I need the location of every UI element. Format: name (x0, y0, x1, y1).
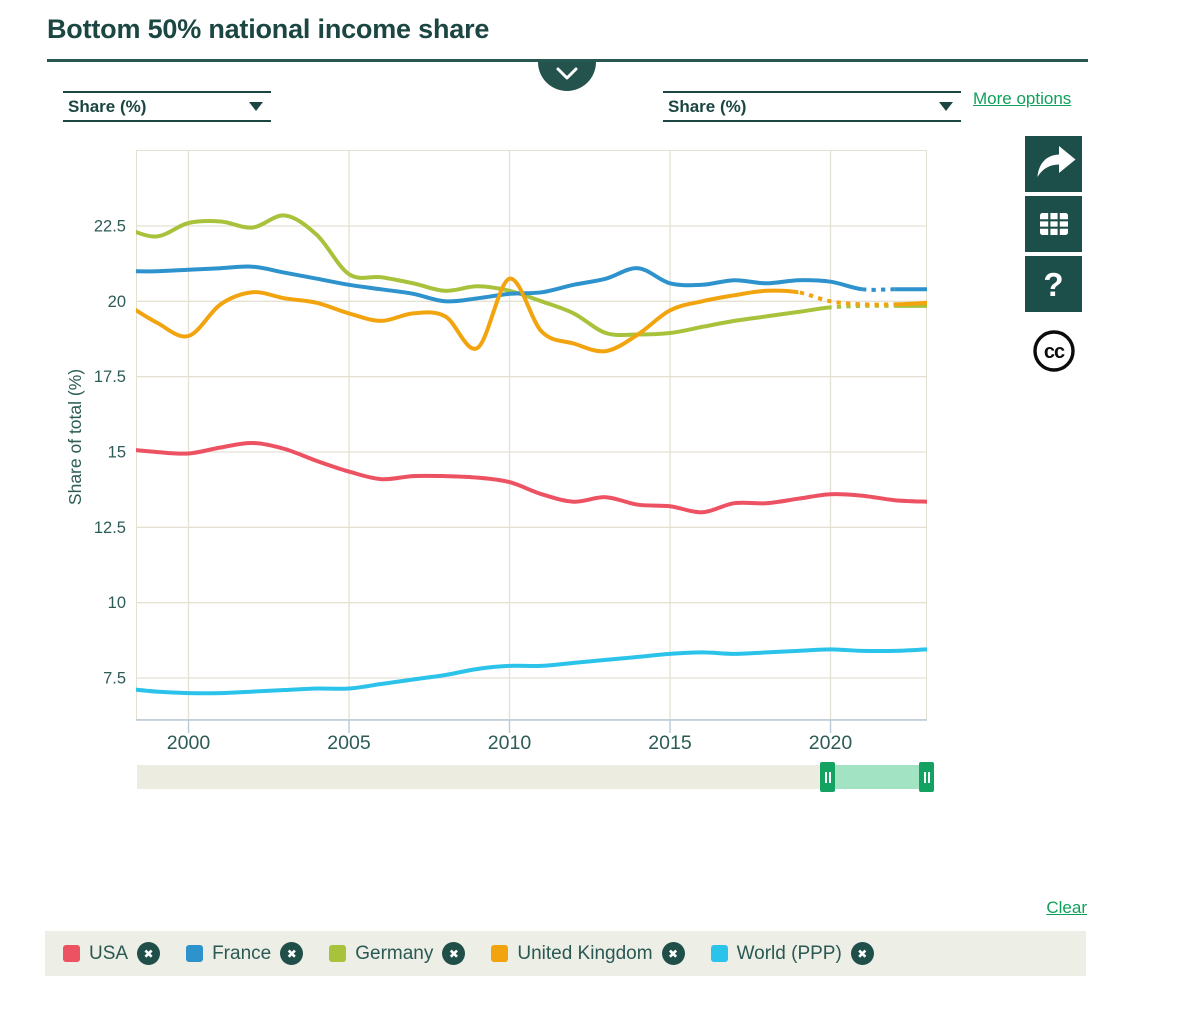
unit-select-right-value: Share (%) (668, 96, 747, 116)
y-tick-label: 20 (108, 293, 126, 311)
data-table-button[interactable] (1025, 196, 1082, 252)
remove-series-button-united-kingdom[interactable]: ✖ (661, 942, 685, 965)
header-divider (47, 59, 1088, 62)
x-tick-label: 2000 (167, 732, 211, 754)
question-mark-icon: ? (1043, 265, 1064, 303)
legend-item-germany: Germany ✖ (329, 942, 466, 965)
legend-swatch-icon (491, 945, 509, 962)
license-button[interactable]: cc (1031, 328, 1077, 374)
x-tick-label: 2005 (327, 732, 371, 754)
legend-label: USA (89, 942, 129, 964)
slider-handle-right[interactable] (919, 762, 934, 792)
x-tick-label: 2015 (648, 732, 692, 754)
y-tick-label: 22.5 (94, 218, 126, 236)
line-chart[interactable]: 2000 2005 2010 2015 2020 7.5 10 12.5 15 17.5 20 22.… (60, 150, 940, 756)
series-line-france[interactable] (124, 264, 927, 304)
share-arrow-icon (1037, 146, 1075, 177)
svg-text:cc: cc (1044, 341, 1065, 363)
chart-area[interactable]: 2000 2005 2010 2015 2020 7.5 10 12.5 15 17.5 20 22.… (60, 150, 940, 756)
unit-select-left-value: Share (%) (68, 96, 147, 116)
share-button[interactable] (1025, 136, 1082, 192)
chevron-down-icon (556, 67, 578, 80)
unit-select-left[interactable]: Share (%) (63, 91, 271, 122)
y-axis-title: Share of total (%) (65, 369, 85, 505)
clear-link[interactable]: Clear (1046, 898, 1087, 917)
legend-swatch-icon (329, 945, 347, 962)
slider-selected-range[interactable] (820, 762, 934, 792)
legend-swatch-icon (63, 945, 80, 962)
legend-label: World (PPP) (736, 942, 842, 964)
legend-item-france: France ✖ (186, 942, 304, 965)
remove-series-button-france[interactable]: ✖ (280, 942, 304, 965)
remove-series-button-world-ppp[interactable]: ✖ (850, 942, 874, 965)
series-line-world-ppp[interactable] (124, 647, 927, 696)
series-lines (124, 213, 927, 696)
series-line-united-kingdom-end[interactable] (124, 279, 927, 352)
legend-swatch-icon (710, 945, 728, 962)
y-tick-label: 7.5 (103, 669, 126, 687)
collapse-panel-button[interactable] (538, 62, 596, 91)
chevron-down-icon (939, 102, 953, 111)
creative-commons-icon: cc (1033, 330, 1075, 372)
series-line-germany-projection[interactable] (124, 215, 927, 335)
legend-item-world-ppp: World (PPP) ✖ (710, 942, 874, 965)
series-line-germany[interactable] (124, 213, 927, 338)
legend-swatch-icon (186, 945, 204, 962)
gridlines (136, 150, 927, 720)
y-tick-label: 15 (108, 443, 126, 461)
y-tick-label: 10 (108, 594, 126, 612)
legend-label: France (212, 942, 272, 964)
slider-handle-left[interactable] (820, 762, 835, 792)
x-tick-label: 2010 (488, 732, 532, 754)
remove-series-button-germany[interactable]: ✖ (442, 942, 466, 965)
legend-item-united-kingdom: United Kingdom ✖ (491, 942, 685, 965)
series-line-united-kingdom[interactable] (124, 276, 927, 354)
help-button[interactable]: ? (1025, 256, 1082, 312)
series-line-usa[interactable] (124, 440, 927, 515)
y-axis: 7.5 10 12.5 15 17.5 20 22.5 Share of total (%) (65, 218, 126, 688)
legend-item-usa: USA ✖ (63, 942, 161, 965)
x-tick-label: 2020 (809, 732, 853, 754)
page-title: Bottom 50% national income share (47, 14, 490, 44)
time-range-slider[interactable] (137, 762, 934, 792)
x-axis: 2000 2005 2010 2015 2020 (136, 719, 927, 754)
legend-label: United Kingdom (517, 942, 653, 964)
remove-series-button-usa[interactable]: ✖ (137, 942, 161, 965)
series-line-united-kingdom-projection[interactable] (124, 279, 927, 352)
legend-label: Germany (355, 942, 434, 964)
legend: USA ✖ France ✖ Germany ✖ United Kingdom ✖ World … (45, 931, 1086, 976)
data-table-icon (1039, 213, 1068, 235)
y-tick-label: 17.5 (94, 368, 126, 386)
chevron-down-icon (249, 102, 263, 111)
unit-select-right[interactable]: Share (%) (663, 91, 961, 122)
y-tick-label: 12.5 (94, 519, 126, 537)
more-options-link[interactable]: More options (973, 89, 1072, 108)
series-line-germany-end[interactable] (124, 215, 927, 335)
